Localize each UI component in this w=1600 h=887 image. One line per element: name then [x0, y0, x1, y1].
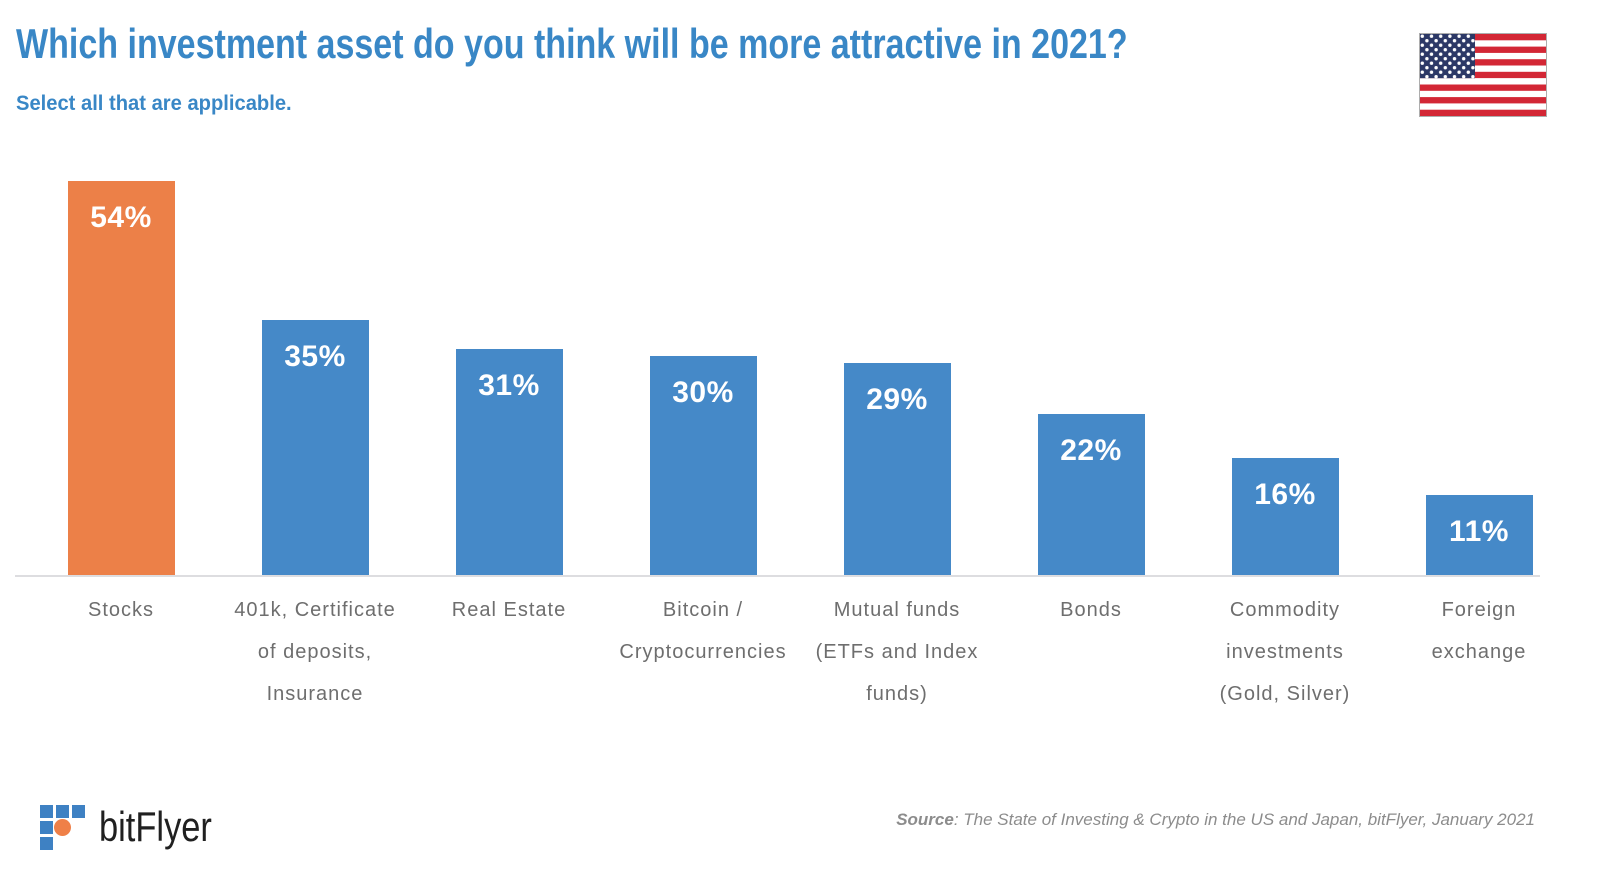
bar-column: 11%	[1382, 495, 1576, 575]
bitflyer-logo: bitFlyer	[40, 803, 237, 851]
x-axis-labels: Stocks 401k, Certificate of deposits, Insur…	[24, 589, 1576, 715]
bar-column: 35%	[218, 320, 412, 575]
x-axis-label: Bonds	[994, 589, 1188, 715]
source-label: Source	[896, 810, 954, 829]
bar-value-label: 54%	[90, 201, 152, 234]
x-axis-label: Commodity investments (Gold, Silver)	[1188, 589, 1382, 715]
x-axis-label-line: investments	[1226, 641, 1344, 663]
x-axis-label-line: Insurance	[266, 683, 364, 705]
bar-mutual-funds-etfs-and-index-funds: 29%	[843, 363, 951, 575]
bar-foreign-exchange: 11%	[1425, 495, 1533, 575]
bar-column: 30%	[606, 356, 800, 575]
bar-value-label: 31%	[478, 369, 540, 402]
us-flag-icon	[1419, 33, 1547, 117]
plot-area: 54% 35% 31% 30% 29% 22% 16% 11%	[24, 181, 1576, 575]
page-subtitle: Select all that are applicable.	[16, 92, 292, 115]
x-axis-label-line: (Gold, Silver)	[1219, 683, 1351, 705]
bar-column: 31%	[412, 349, 606, 575]
bar-401k-certificate-of-deposits-insurance: 35%	[261, 320, 369, 575]
x-axis-label-line: Foreign	[1441, 599, 1517, 621]
x-axis-label: Foreign exchange	[1382, 589, 1576, 715]
bar-stocks: 54%	[67, 181, 175, 575]
x-axis-label: Mutual funds (ETFs and Index funds)	[800, 589, 994, 715]
bar-bonds: 22%	[1037, 414, 1145, 575]
x-axis-label-line: Stocks	[87, 599, 155, 621]
bar-column: 54%	[24, 181, 218, 575]
bar-value-label: 16%	[1254, 478, 1316, 511]
x-axis-label-line: (ETFs and Index	[815, 641, 979, 663]
bar-column: 22%	[994, 414, 1188, 575]
bar-bitcoin-cryptocurrencies: 30%	[649, 356, 757, 575]
bar-value-label: 29%	[866, 383, 928, 416]
us-flag-svg	[1420, 34, 1546, 116]
x-axis-label-line: Cryptocurrencies	[619, 641, 787, 663]
x-axis-label-line: funds)	[866, 683, 928, 705]
bitflyer-wordmark: bitFlyer	[99, 803, 212, 850]
x-axis-label-line: Real Estate	[451, 599, 567, 621]
x-axis-label-line: Commodity	[1229, 599, 1341, 621]
bitflyer-mark-icon	[40, 804, 85, 850]
bar-commodity-investments-gold-silver: 16%	[1231, 458, 1339, 575]
bar-value-label: 22%	[1060, 434, 1122, 467]
x-axis-label-line: Bonds	[1060, 599, 1122, 621]
bar-column: 16%	[1188, 458, 1382, 575]
x-axis-label-line: of deposits,	[257, 641, 373, 663]
x-axis-label: Bitcoin / Cryptocurrencies	[606, 589, 800, 715]
bar-value-label: 11%	[1449, 515, 1509, 548]
bar-value-label: 30%	[672, 376, 734, 409]
x-axis-label: 401k, Certificate of deposits, Insurance	[218, 589, 412, 715]
x-axis-label-line: 401k, Certificate	[234, 599, 396, 621]
source-citation: Source: The State of Investing & Crypto …	[896, 810, 1535, 830]
x-axis-label-line: Bitcoin /	[662, 599, 744, 621]
x-axis-label-line: Mutual funds	[833, 599, 961, 621]
bar-column: 29%	[800, 363, 994, 575]
bar-real-estate: 31%	[455, 349, 563, 575]
x-axis-line	[15, 575, 1540, 577]
x-axis-label-line: exchange	[1431, 641, 1527, 663]
bar-value-label: 35%	[284, 340, 346, 373]
x-axis-label: Stocks	[24, 589, 218, 715]
page-title: Which investment asset do you think will…	[16, 20, 1128, 67]
x-axis-label: Real Estate	[412, 589, 606, 715]
bar-chart: 54% 35% 31% 30% 29% 22% 16% 11%	[24, 181, 1576, 575]
source-text: : The State of Investing & Crypto in the…	[953, 810, 1535, 829]
